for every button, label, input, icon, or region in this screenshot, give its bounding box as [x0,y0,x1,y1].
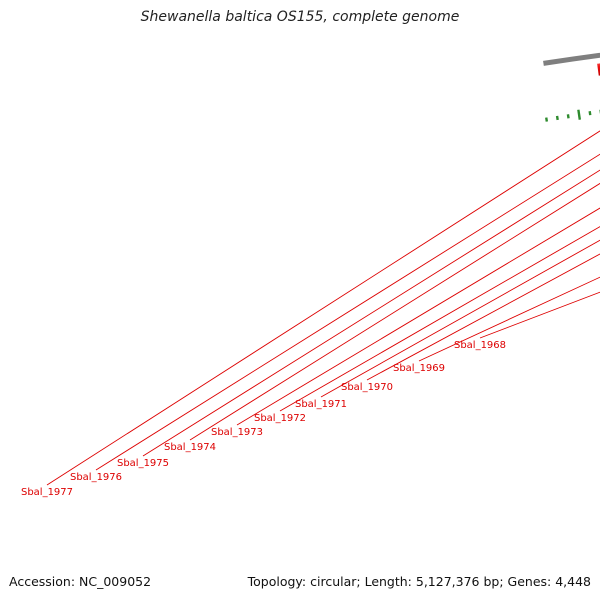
genome-title: Shewanella baltica OS155, complete genom… [140,9,460,25]
accession-text: Accession: NC_009052 [9,574,152,589]
forward-gene-arrow [597,63,600,76]
gene-label: Sbal_1970 [341,382,393,393]
gene-label: Sbal_1968 [454,340,506,351]
gene-label: Sbal_1973 [211,427,263,438]
gene-label-line [236,207,600,426]
gene-label-line [95,153,600,471]
gene-label-line [418,276,600,362]
inner-scale-ring [545,109,600,122]
gene-label: Sbal_1975 [117,458,169,469]
backbone-line [543,52,600,66]
inner-minor-tick [566,114,570,119]
gene-label: Sbal_1976 [70,472,122,483]
gene-label: Sbal_1969 [393,363,445,374]
inner-minor-tick [555,115,559,121]
gene-label-lines [46,130,600,486]
genome-backbone [543,52,600,66]
gene-label: Sbal_1971 [295,399,347,410]
gene-label-line [46,130,600,486]
gene-label-line [366,253,600,381]
gene-label: Sbal_1977 [21,487,73,498]
inner-minor-tick [545,117,549,122]
gene-label-line [279,226,600,412]
inner-minor-tick [588,111,592,116]
gene-label-line [189,182,600,441]
gene-label: Sbal_1974 [164,442,216,453]
gene-label-line [479,291,600,339]
gene-label-line [142,169,600,457]
forward-strand-genes [597,63,600,76]
inner-major-tick [577,109,581,120]
gene-label-line [320,239,600,398]
genome-summary-text: Topology: circular; Length: 5,127,376 bp… [247,574,591,589]
gene-label: Sbal_1972 [254,413,306,424]
